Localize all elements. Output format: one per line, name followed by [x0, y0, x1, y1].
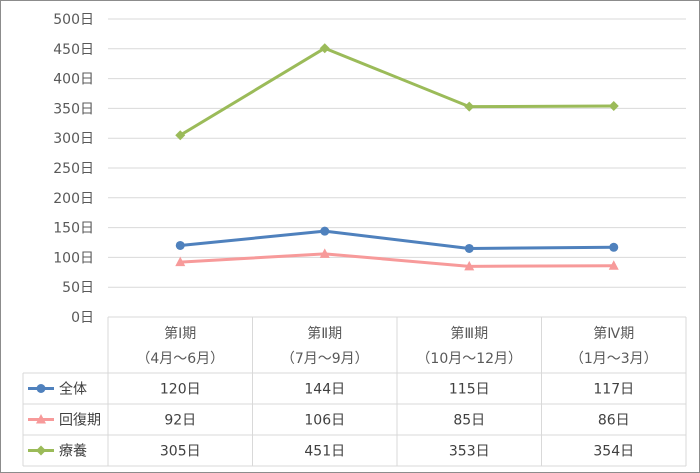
- category-sublabel: （10月～12月）: [416, 351, 522, 367]
- y-tick-label: 100日: [53, 250, 94, 266]
- data-point: [464, 260, 475, 271]
- y-tick-label: 350日: [53, 101, 94, 117]
- y-tick-label: 450日: [53, 42, 94, 58]
- data-point: [175, 130, 186, 141]
- series-line: [180, 229, 614, 250]
- data-point: [320, 226, 330, 236]
- legend-label: 回復期: [59, 412, 101, 429]
- data-point: [175, 256, 186, 267]
- data-point: [464, 101, 475, 112]
- category-label: 第Ⅲ期: [450, 325, 488, 342]
- y-tick-label: 0日: [71, 310, 94, 326]
- data-label: 305日: [160, 444, 201, 460]
- data-label: 85日: [453, 413, 485, 429]
- data-label: 451日: [304, 444, 345, 460]
- series-line: [180, 252, 614, 268]
- data-point: [319, 248, 330, 258]
- category-label: 第Ⅳ期: [593, 325, 634, 342]
- category-sublabel: （4月～6月）: [136, 351, 224, 367]
- data-point: [609, 242, 619, 252]
- data-label: 115日: [449, 382, 490, 398]
- legend-key-marker: [36, 445, 46, 456]
- data-point: [608, 101, 619, 112]
- data-label: 120日: [160, 382, 201, 398]
- data-label: 92日: [164, 413, 196, 429]
- data-label: 144日: [304, 382, 345, 398]
- series-line: [179, 46, 614, 137]
- y-tick-label: 300日: [53, 131, 94, 147]
- data-label: 106日: [304, 413, 345, 429]
- legend-key-marker: [36, 414, 46, 424]
- category-label: 第Ⅰ期: [164, 325, 196, 342]
- data-label: 86日: [598, 413, 630, 429]
- category-sublabel: （7月～9月）: [281, 351, 369, 367]
- y-tick-label: 250日: [53, 161, 94, 177]
- category-sublabel: （1月～3月）: [570, 351, 658, 367]
- legend-label: 療養: [59, 443, 87, 460]
- data-point: [608, 260, 619, 270]
- data-label: 117日: [593, 382, 634, 398]
- data-point: [319, 43, 330, 54]
- data-label: 354日: [593, 444, 634, 460]
- data-label: 353日: [449, 444, 490, 460]
- y-tick-label: 500日: [53, 12, 94, 28]
- data-point: [175, 240, 185, 250]
- category-label: 第Ⅱ期: [307, 325, 342, 342]
- y-tick-label: 200日: [53, 191, 94, 207]
- data-point: [464, 243, 474, 253]
- legend-key-marker: [36, 384, 46, 393]
- y-tick-label: 400日: [53, 72, 94, 88]
- y-tick-label: 150日: [53, 221, 94, 237]
- y-tick-label: 50日: [62, 280, 94, 296]
- legend-label: 全体: [59, 381, 87, 398]
